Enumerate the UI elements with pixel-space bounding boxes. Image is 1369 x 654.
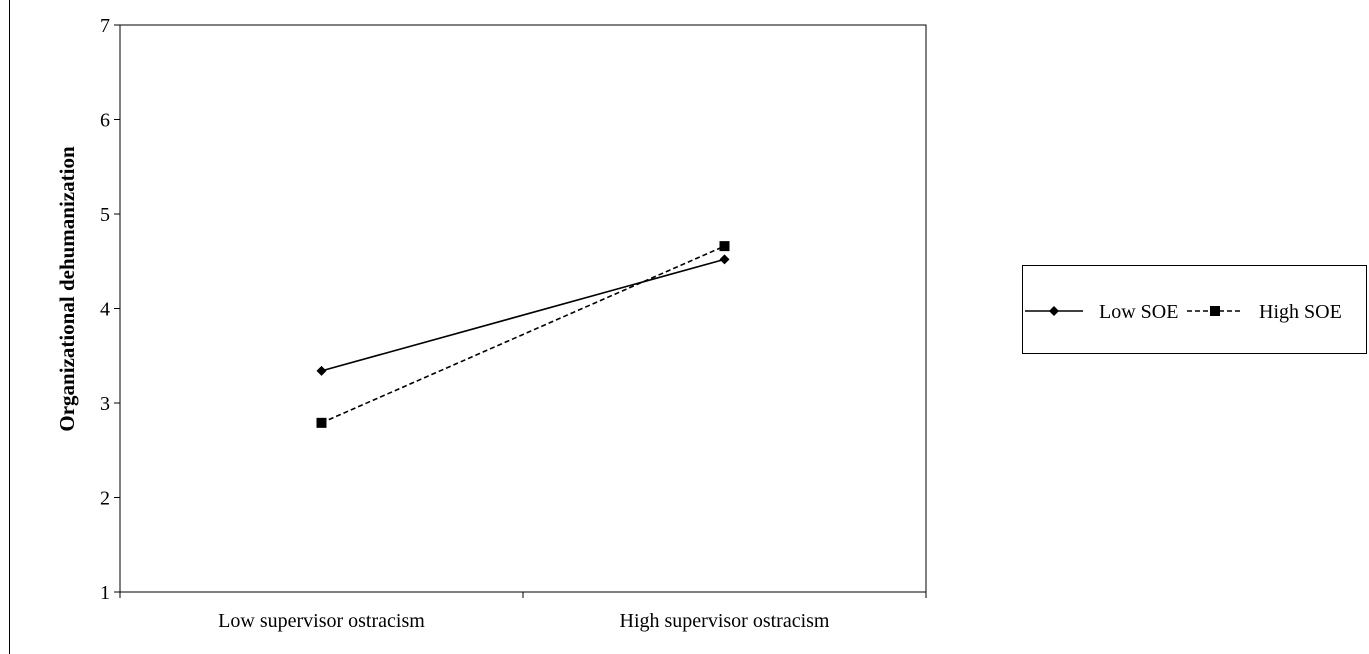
data-point-marker [719, 241, 730, 252]
legend-marker [1049, 306, 1059, 316]
legend-label: Low SOE [1099, 301, 1178, 323]
plot-area-border [119, 24, 927, 593]
series-0 [316, 254, 730, 376]
y-axis-title: Organizational dehumanization [55, 146, 79, 432]
y-tick-label: 2 [100, 488, 110, 510]
y-tick-label: 4 [100, 299, 110, 321]
data-point-marker [719, 254, 730, 265]
y-tick-label: 6 [100, 110, 110, 132]
x-tick-label: Low supervisor ostracism [218, 610, 425, 632]
figure-frame [9, 0, 1367, 654]
series-group [316, 241, 730, 428]
x-tick-label: High supervisor ostracism [620, 610, 830, 632]
y-tick-label: 7 [100, 15, 110, 37]
axes [119, 24, 927, 593]
legend-items: Low SOE High SOE [1025, 301, 1342, 323]
legend-entry-1: High SOE [1187, 301, 1342, 323]
series-1 [316, 241, 730, 428]
x-ticks: Low supervisor ostracism High supervisor … [119, 592, 927, 632]
y-tick-label: 3 [100, 393, 110, 415]
data-point-marker [316, 365, 327, 376]
y-tick-label: 5 [100, 204, 110, 226]
series-line [321, 245, 725, 424]
data-point-marker [316, 417, 327, 428]
legend-entry-0: Low SOE [1025, 301, 1178, 323]
legend-marker [1210, 306, 1220, 316]
legend-label: High SOE [1259, 301, 1342, 323]
y-ticks: 1 2 3 4 5 6 7 [100, 15, 120, 604]
series-line [321, 258, 725, 372]
y-tick-label: 1 [100, 582, 110, 604]
legend: Low SOE High SOE [1022, 265, 1367, 354]
